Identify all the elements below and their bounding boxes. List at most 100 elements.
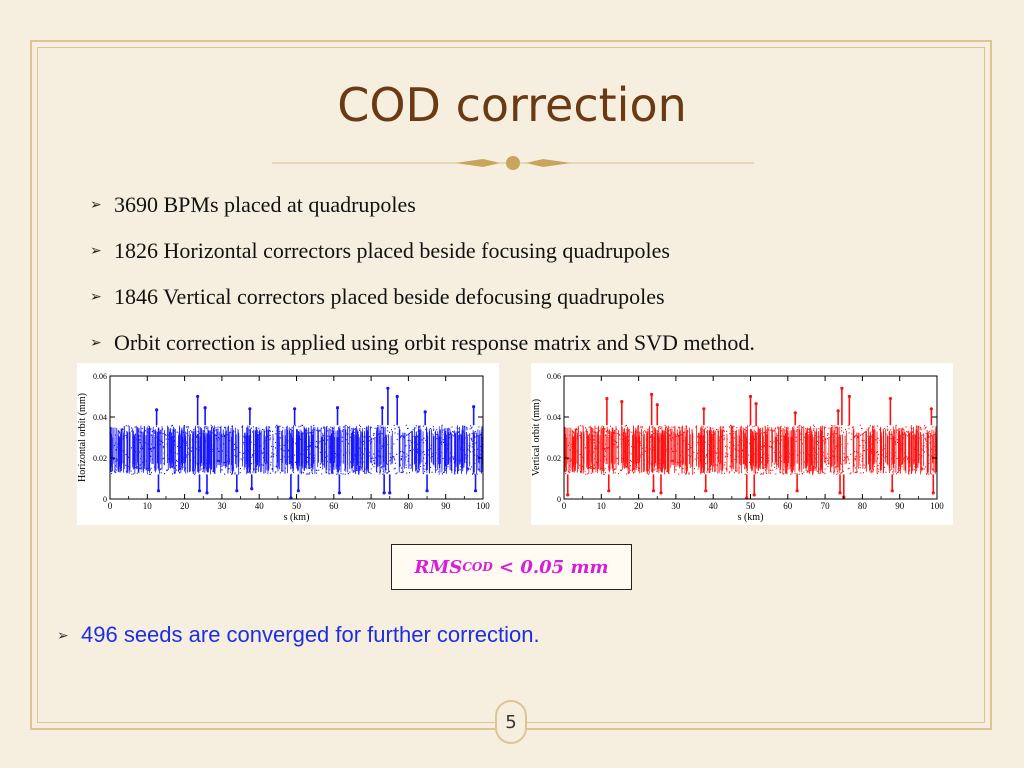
orbit-point (326, 460, 328, 463)
orbit-point (468, 467, 470, 469)
orbit-point (827, 459, 829, 462)
orbit-point (223, 434, 225, 436)
orbit-point (630, 460, 632, 463)
orbit-point (930, 473, 932, 475)
orbit-point (770, 446, 772, 448)
y-tick-label: 0 (557, 495, 561, 504)
orbit-point (685, 425, 687, 427)
orbit-point (271, 445, 273, 447)
orbit-point (788, 453, 790, 455)
orbit-point (603, 473, 605, 475)
orbit-point (271, 468, 273, 470)
orbit-point (791, 469, 793, 471)
orbit-point (695, 426, 697, 428)
orbit-point (813, 468, 815, 470)
orbit-point (848, 428, 850, 430)
orbit-point (818, 436, 820, 438)
orbit-point (659, 426, 661, 428)
orbit-point (605, 443, 607, 445)
orbit-point (834, 455, 836, 457)
orbit-point (728, 472, 730, 474)
orbit-point (864, 442, 866, 444)
orbit-point (798, 473, 800, 475)
orbit-point (460, 463, 462, 465)
orbit-point (767, 429, 769, 431)
orbit-point (898, 463, 900, 465)
orbit-point (290, 473, 292, 475)
orbit-point (874, 454, 876, 456)
orbit-point (417, 443, 419, 445)
orbit-point (403, 436, 405, 438)
orbit-point (223, 462, 225, 464)
orbit-point (778, 451, 780, 453)
x-tick-label: 20 (634, 501, 644, 511)
horizontal-orbit-svg: 0 10 20 30 40 50 60 70 80 90 100 0 0.02 0.04 0.06 s (km… (77, 372, 490, 523)
orbit-point (113, 444, 115, 447)
orbit-point (342, 426, 344, 428)
orbit-point (930, 448, 932, 450)
orbit-point (644, 431, 646, 433)
orbit-point (354, 431, 356, 433)
orbit-point (625, 424, 627, 427)
orbit-point (605, 450, 607, 452)
orbit-point (445, 469, 447, 471)
orbit-point (881, 449, 883, 451)
orbit-point (630, 465, 632, 467)
orbit-point (315, 469, 317, 471)
orbit-point (311, 429, 313, 431)
orbit-point (130, 470, 132, 472)
orbit-point (756, 472, 758, 474)
orbit-point (843, 460, 845, 462)
orbit-point (294, 461, 296, 463)
orbit-point (861, 455, 863, 457)
orbit-point (334, 453, 336, 455)
orbit-point (326, 455, 328, 457)
orbit-point (763, 444, 765, 447)
orbit-point (116, 469, 118, 471)
orbit-point (616, 447, 618, 449)
orbit-point (754, 425, 756, 427)
orbit-point (823, 436, 825, 438)
orbit-point (710, 468, 712, 470)
orbit-point (866, 449, 868, 451)
orbit-point (279, 445, 281, 447)
orbit-point (441, 431, 443, 433)
orbit-point (593, 442, 595, 444)
orbit-point (603, 469, 605, 471)
orbit-point (139, 464, 141, 466)
orbit-point (216, 439, 218, 441)
orbit-point (125, 470, 127, 473)
orbit-point (477, 468, 479, 470)
orbit-point (701, 471, 703, 473)
orbit-point (380, 455, 382, 457)
orbit-point (354, 454, 356, 456)
orbit-point (638, 467, 640, 469)
orbit-point (400, 435, 402, 438)
orbit-point (236, 455, 238, 458)
orbit-point (408, 471, 410, 474)
orbit-point (322, 427, 324, 429)
orbit-point (205, 427, 207, 429)
orbit-point (781, 439, 783, 441)
orbit-point (645, 447, 647, 449)
orbit-point (716, 452, 718, 454)
orbit-point (613, 443, 615, 445)
orbit-point (922, 468, 924, 471)
orbit-point (287, 450, 289, 452)
orbit-point (258, 431, 260, 433)
orbit-point (650, 436, 652, 439)
orbit-data-points (109, 386, 484, 500)
orbit-point (808, 428, 810, 430)
orbit-point (217, 426, 219, 428)
orbit-point (457, 427, 459, 430)
orbit-point (386, 426, 388, 429)
vertical-orbit-plot: 0 10 20 30 40 50 60 70 80 90 100 0 0.02 0.04 0.06 s (km… (531, 363, 953, 525)
orbit-point (176, 460, 178, 463)
orbit-point (595, 470, 597, 472)
orbit-spike-point (620, 400, 624, 404)
orbit-point (776, 427, 778, 429)
orbit-point (642, 453, 644, 455)
orbit-spike-point (156, 489, 161, 493)
orbit-point (409, 432, 411, 434)
orbit-point (854, 459, 856, 461)
